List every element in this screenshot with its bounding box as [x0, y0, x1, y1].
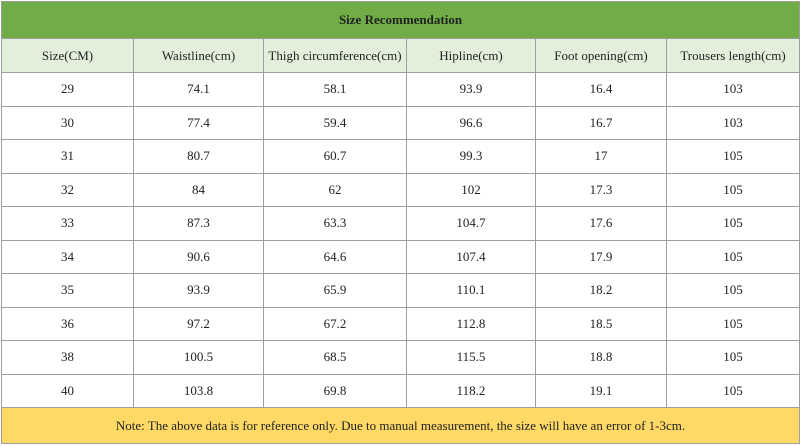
data-cell: 80.7	[133, 139, 264, 174]
data-cell: 31	[1, 139, 134, 174]
data-cell: 74.1	[133, 72, 264, 107]
data-cell: 103.8	[133, 373, 264, 408]
data-cell: 69.8	[263, 373, 407, 408]
header-cell: Trousers length(cm)	[666, 38, 800, 73]
data-cell: 103	[666, 105, 800, 140]
header-cell: Foot opening(cm)	[535, 38, 667, 73]
data-cell: 40	[1, 373, 134, 408]
data-cell: 84	[133, 172, 264, 207]
header-cell: Size(CM)	[1, 38, 134, 73]
data-row: 34 90.6 64.6 107.4 17.9 105	[1, 239, 800, 274]
data-cell: 103	[666, 72, 800, 107]
data-cell: 60.7	[263, 139, 407, 174]
data-cell: 93.9	[406, 72, 536, 107]
data-cell: 29	[1, 72, 134, 107]
data-row: 40 103.8 69.8 118.2 19.1 105	[1, 373, 800, 408]
data-cell: 118.2	[406, 373, 536, 408]
data-cell: 68.5	[263, 340, 407, 375]
data-cell: 16.7	[535, 105, 667, 140]
data-row: 31 80.7 60.7 99.3 17 105	[1, 139, 800, 174]
data-cell: 17.6	[535, 206, 667, 241]
data-row: 30 77.4 59.4 96.6 16.7 103	[1, 105, 800, 140]
data-cell: 99.3	[406, 139, 536, 174]
data-row: 36 97.2 67.2 112.8 18.5 105	[1, 306, 800, 341]
header-row: Size(CM) Waistline(cm) Thigh circumference…	[1, 38, 800, 73]
note-row: Note: The above data is for reference on…	[1, 407, 800, 444]
header-cell: Thigh circumference(cm)	[263, 38, 407, 73]
title-row: Size Recommendation	[1, 1, 800, 39]
data-cell: 105	[666, 373, 800, 408]
data-cell: 18.5	[535, 306, 667, 341]
data-cell: 17	[535, 139, 667, 174]
data-cell: 58.1	[263, 72, 407, 107]
data-row: 35 93.9 65.9 110.1 18.2 105	[1, 273, 800, 308]
data-cell: 100.5	[133, 340, 264, 375]
data-cell: 102	[406, 172, 536, 207]
data-cell: 112.8	[406, 306, 536, 341]
data-cell: 93.9	[133, 273, 264, 308]
data-cell: 17.3	[535, 172, 667, 207]
data-cell: 105	[666, 172, 800, 207]
data-cell: 115.5	[406, 340, 536, 375]
data-cell: 105	[666, 340, 800, 375]
data-cell: 110.1	[406, 273, 536, 308]
data-cell: 65.9	[263, 273, 407, 308]
data-cell: 32	[1, 172, 134, 207]
data-cell: 34	[1, 239, 134, 274]
data-cell: 105	[666, 239, 800, 274]
data-cell: 105	[666, 273, 800, 308]
data-cell: 64.6	[263, 239, 407, 274]
data-cell: 30	[1, 105, 134, 140]
data-row: 38 100.5 68.5 115.5 18.8 105	[1, 340, 800, 375]
data-cell: 96.6	[406, 105, 536, 140]
data-cell: 33	[1, 206, 134, 241]
data-cell: 105	[666, 206, 800, 241]
header-cell: Waistline(cm)	[133, 38, 264, 73]
data-row: 29 74.1 58.1 93.9 16.4 103	[1, 72, 800, 107]
data-cell: 38	[1, 340, 134, 375]
data-cell: 105	[666, 139, 800, 174]
data-cell: 18.8	[535, 340, 667, 375]
data-cell: 97.2	[133, 306, 264, 341]
data-cell: 62	[263, 172, 407, 207]
data-cell: 35	[1, 273, 134, 308]
data-cell: 17.9	[535, 239, 667, 274]
data-cell: 77.4	[133, 105, 264, 140]
data-cell: 36	[1, 306, 134, 341]
data-cell: 87.3	[133, 206, 264, 241]
data-cell: 16.4	[535, 72, 667, 107]
data-cell: 18.2	[535, 273, 667, 308]
data-cell: 90.6	[133, 239, 264, 274]
data-cell: 104.7	[406, 206, 536, 241]
data-cell: 107.4	[406, 239, 536, 274]
table-title: Size Recommendation	[1, 1, 800, 39]
data-cell: 59.4	[263, 105, 407, 140]
data-cell: 19.1	[535, 373, 667, 408]
data-cell: 63.3	[263, 206, 407, 241]
data-row: 33 87.3 63.3 104.7 17.6 105	[1, 206, 800, 241]
data-cell: 105	[666, 306, 800, 341]
header-cell: Hipline(cm)	[406, 38, 536, 73]
data-cell: 67.2	[263, 306, 407, 341]
data-row: 32 84 62 102 17.3 105	[1, 172, 800, 207]
note-cell: Note: The above data is for reference on…	[1, 407, 800, 444]
